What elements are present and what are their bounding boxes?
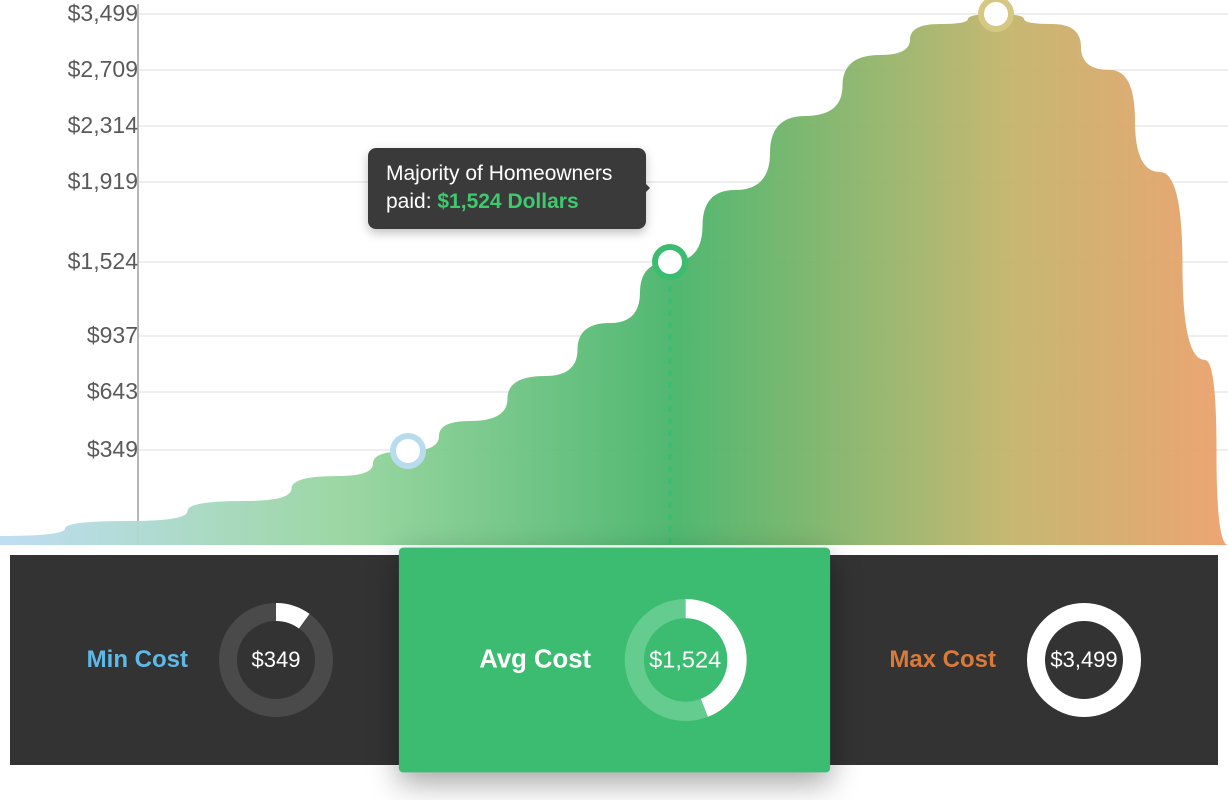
cost-donut: $1,524: [621, 596, 749, 724]
tooltip-highlight: $1,524 Dollars: [437, 190, 578, 213]
y-tick-label: $2,314: [18, 112, 138, 139]
cost-card-label: Min Cost: [87, 646, 188, 674]
y-tick-label: $349: [18, 436, 138, 463]
cost-donut: $349: [216, 600, 336, 720]
cost-donut: $3,499: [1024, 600, 1144, 720]
cost-value: $1,524: [621, 596, 749, 724]
cost-card-min: Min Cost $349: [10, 555, 413, 765]
chart-tooltip: Majority of Homeowners paid: $1,524 Doll…: [368, 148, 646, 229]
y-tick-label: $2,709: [18, 56, 138, 83]
chart-marker-max: [981, 0, 1011, 29]
cost-card-label: Avg Cost: [479, 645, 591, 675]
y-tick-label: $643: [18, 378, 138, 405]
cost-card-avg: Avg Cost $1,524: [399, 548, 830, 773]
y-tick-label: $1,524: [18, 248, 138, 275]
tooltip-line2: paid: $1,524 Dollars: [386, 188, 628, 216]
tooltip-line1: Majority of Homeowners: [386, 160, 628, 188]
y-tick-label: $937: [18, 322, 138, 349]
cost-value: $3,499: [1024, 600, 1144, 720]
area-chart-svg: [0, 0, 1228, 555]
y-tick-label: $3,499: [18, 0, 138, 27]
chart-marker-min: [393, 436, 423, 466]
cost-card-label: Max Cost: [889, 646, 996, 674]
summary-cards-bar: Min Cost $349 Avg Cost $1,524 Max Cost $3,499: [10, 555, 1218, 765]
tooltip-line2-pre: paid:: [386, 190, 437, 213]
chart-area: $3,499 $2,709 $2,314 $1,919 $1,524 $937 $643 $3…: [0, 0, 1228, 555]
chart-marker-avg: [655, 247, 685, 277]
cost-value: $349: [216, 600, 336, 720]
cost-card-max: Max Cost $3,499: [815, 555, 1218, 765]
y-tick-label: $1,919: [18, 168, 138, 195]
